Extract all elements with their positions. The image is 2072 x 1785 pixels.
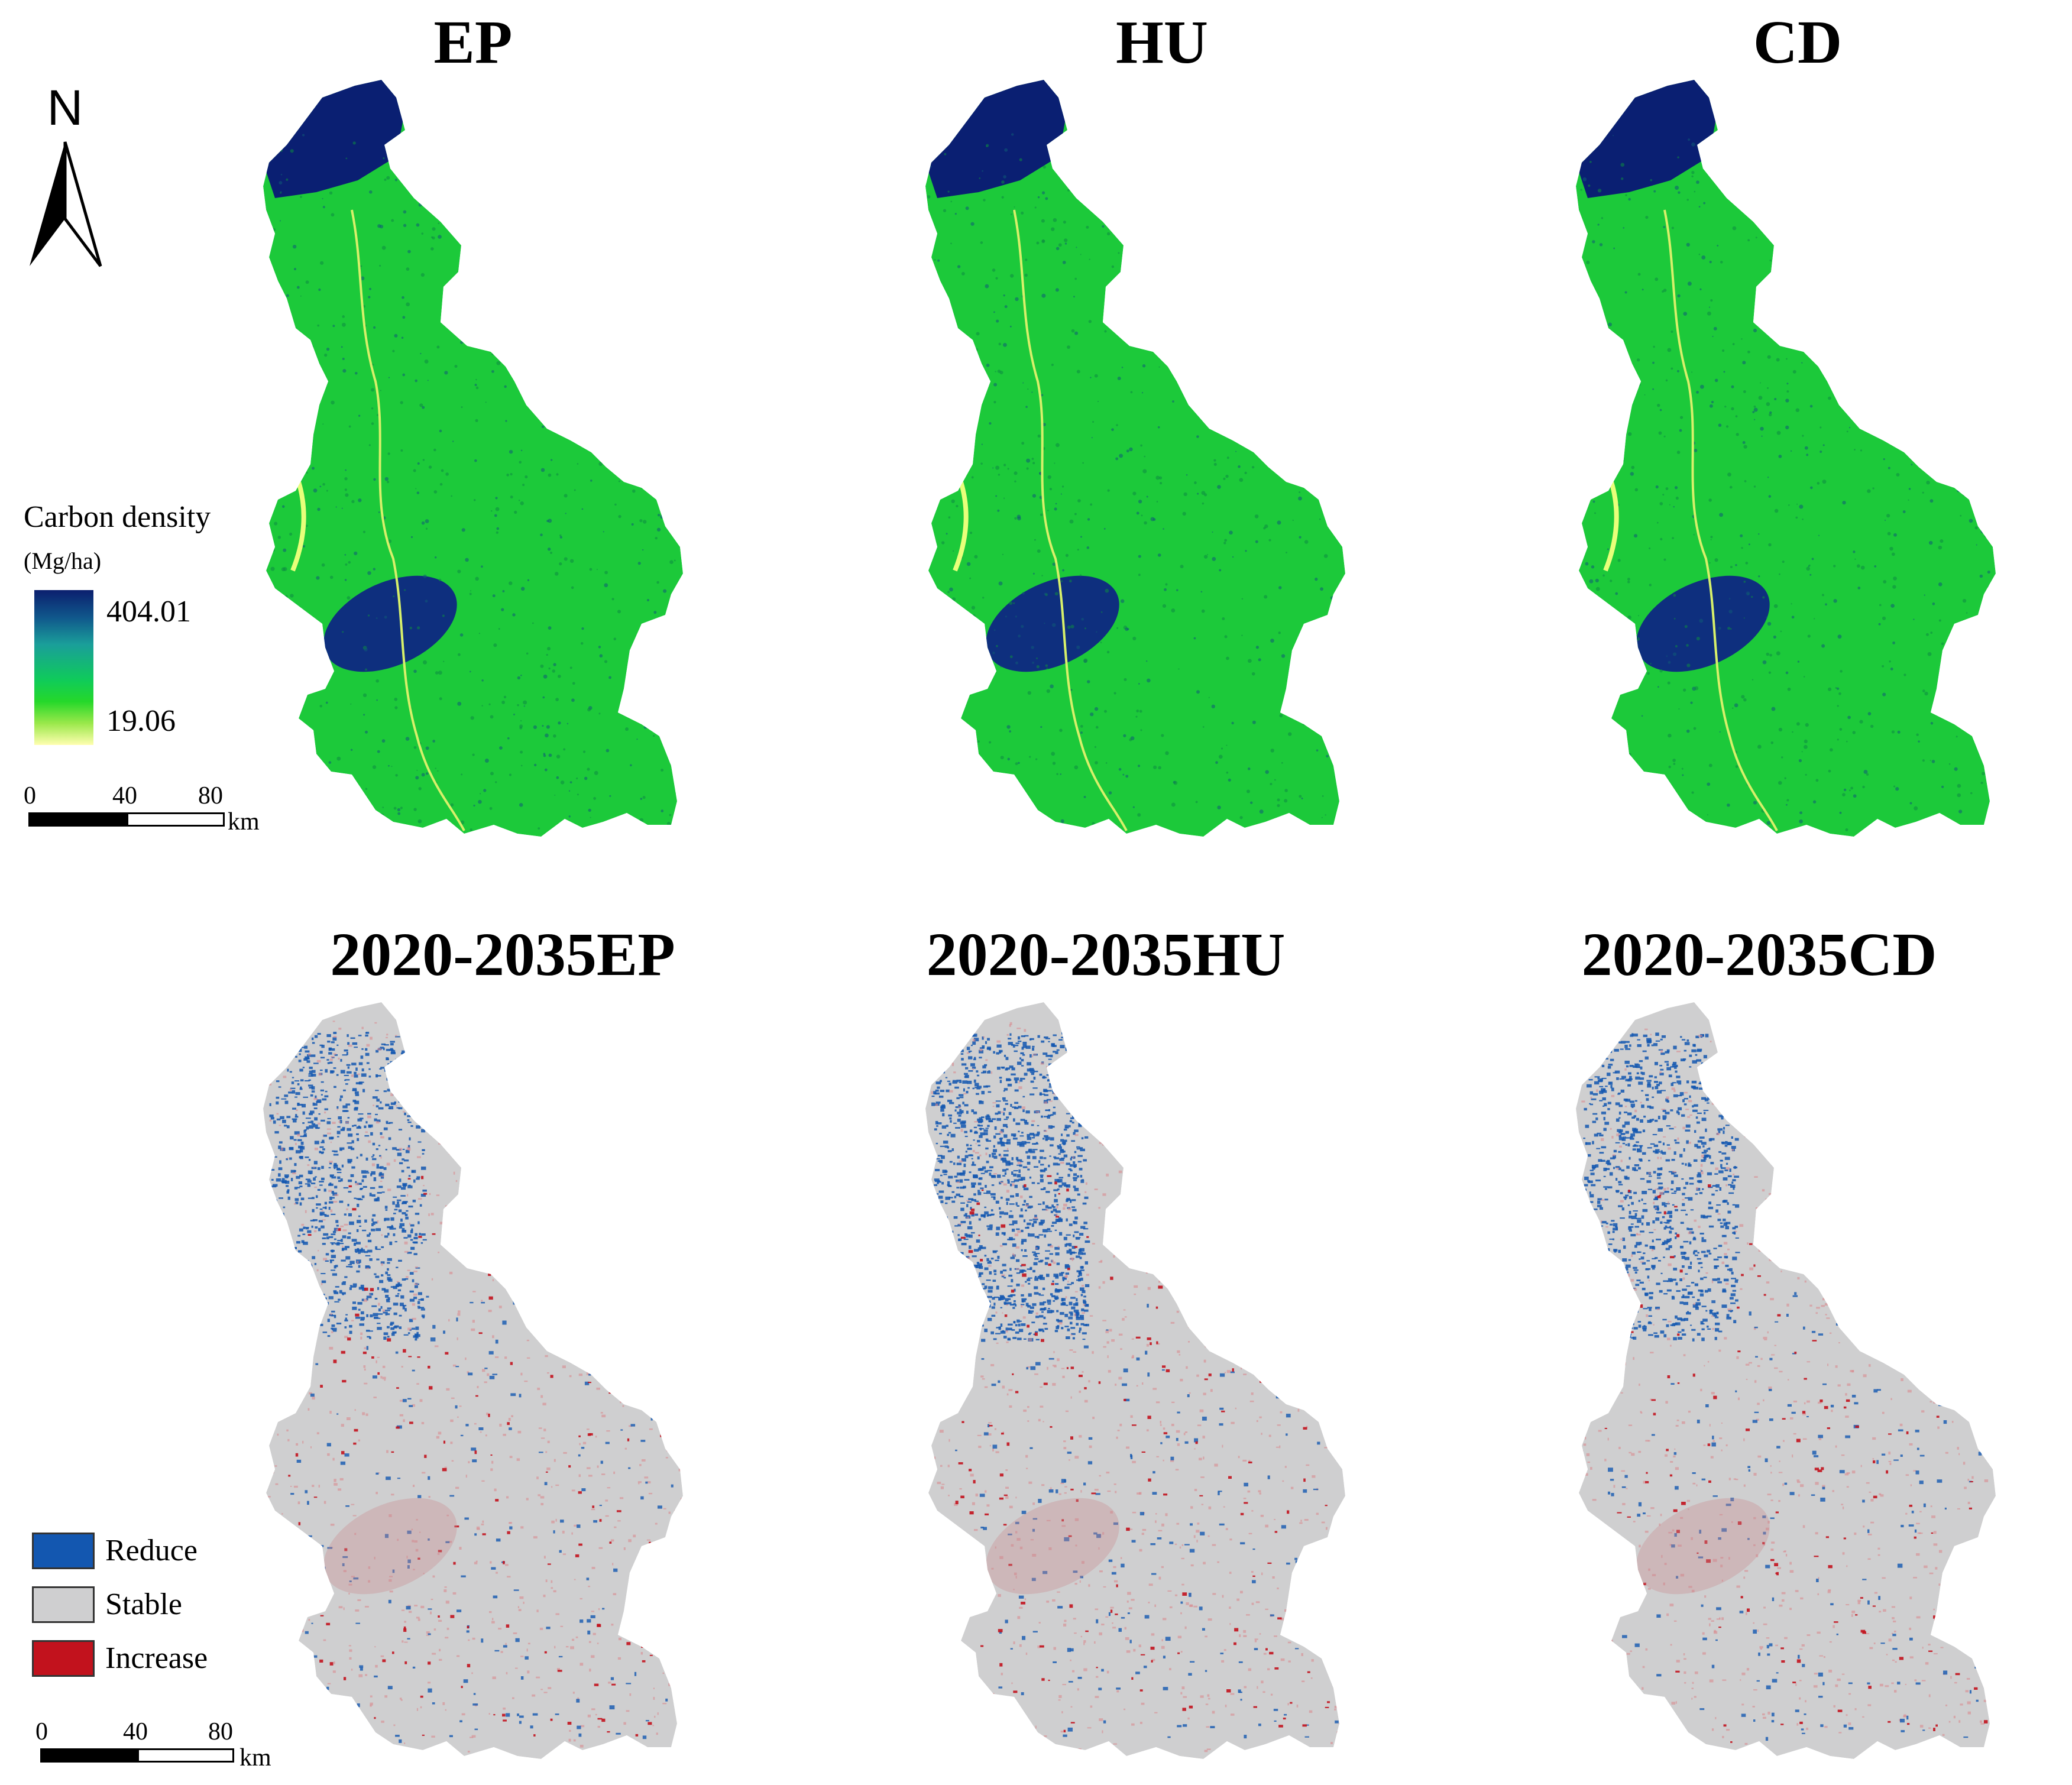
density-colorbar	[34, 590, 93, 745]
map-title-hu: HU	[1116, 8, 1208, 76]
scale-tick-80: 80	[198, 782, 223, 809]
map-title-change-ep: 2020-2035EP	[330, 921, 675, 989]
north-label: N	[47, 80, 83, 135]
north-arrow-icon	[30, 141, 102, 267]
scale-tick-40: 40	[112, 782, 137, 809]
scale-segment-white	[137, 1748, 234, 1763]
scale-bar-top: 0 40 80 km	[24, 782, 272, 835]
density-min-label: 19.06	[106, 704, 176, 738]
scale-tick-0: 0	[24, 782, 36, 809]
map-title-cd: CD	[1753, 8, 1843, 76]
reduce-swatch	[32, 1533, 95, 1569]
scale-tick-80: 80	[208, 1718, 233, 1745]
density-legend-title: Carbon density	[24, 500, 211, 534]
scale-segment-white	[127, 812, 225, 827]
density-legend-unit: (Mg/ha)	[24, 548, 102, 574]
reduce-label: Reduce	[105, 1534, 198, 1567]
carbon-density-map-ep	[263, 74, 748, 843]
density-max-label: 404.01	[106, 595, 191, 629]
carbon-change-map-ep	[263, 996, 748, 1765]
increase-label: Increase	[105, 1641, 208, 1675]
map-title-ep: EP	[433, 8, 513, 76]
scale-unit: km	[228, 808, 260, 835]
north-arrow: N	[24, 83, 106, 278]
scale-segment-black	[28, 812, 127, 827]
stable-swatch	[32, 1586, 95, 1623]
stable-label: Stable	[105, 1588, 182, 1621]
carbon-density-map-hu	[925, 74, 1410, 843]
scale-unit: km	[239, 1744, 271, 1771]
carbon-change-map-hu	[925, 996, 1410, 1765]
increase-swatch	[32, 1640, 95, 1677]
scale-tick-40: 40	[123, 1718, 148, 1745]
scale-tick-0: 0	[35, 1718, 48, 1745]
carbon-change-map-cd	[1576, 996, 2061, 1765]
carbon-density-map-cd	[1576, 74, 2061, 843]
scale-bar-bottom: 0 40 80 km	[35, 1718, 290, 1771]
map-title-change-cd: 2020-2035CD	[1581, 921, 1937, 989]
scale-segment-black	[40, 1748, 137, 1763]
map-title-change-hu: 2020-2035HU	[926, 921, 1286, 989]
